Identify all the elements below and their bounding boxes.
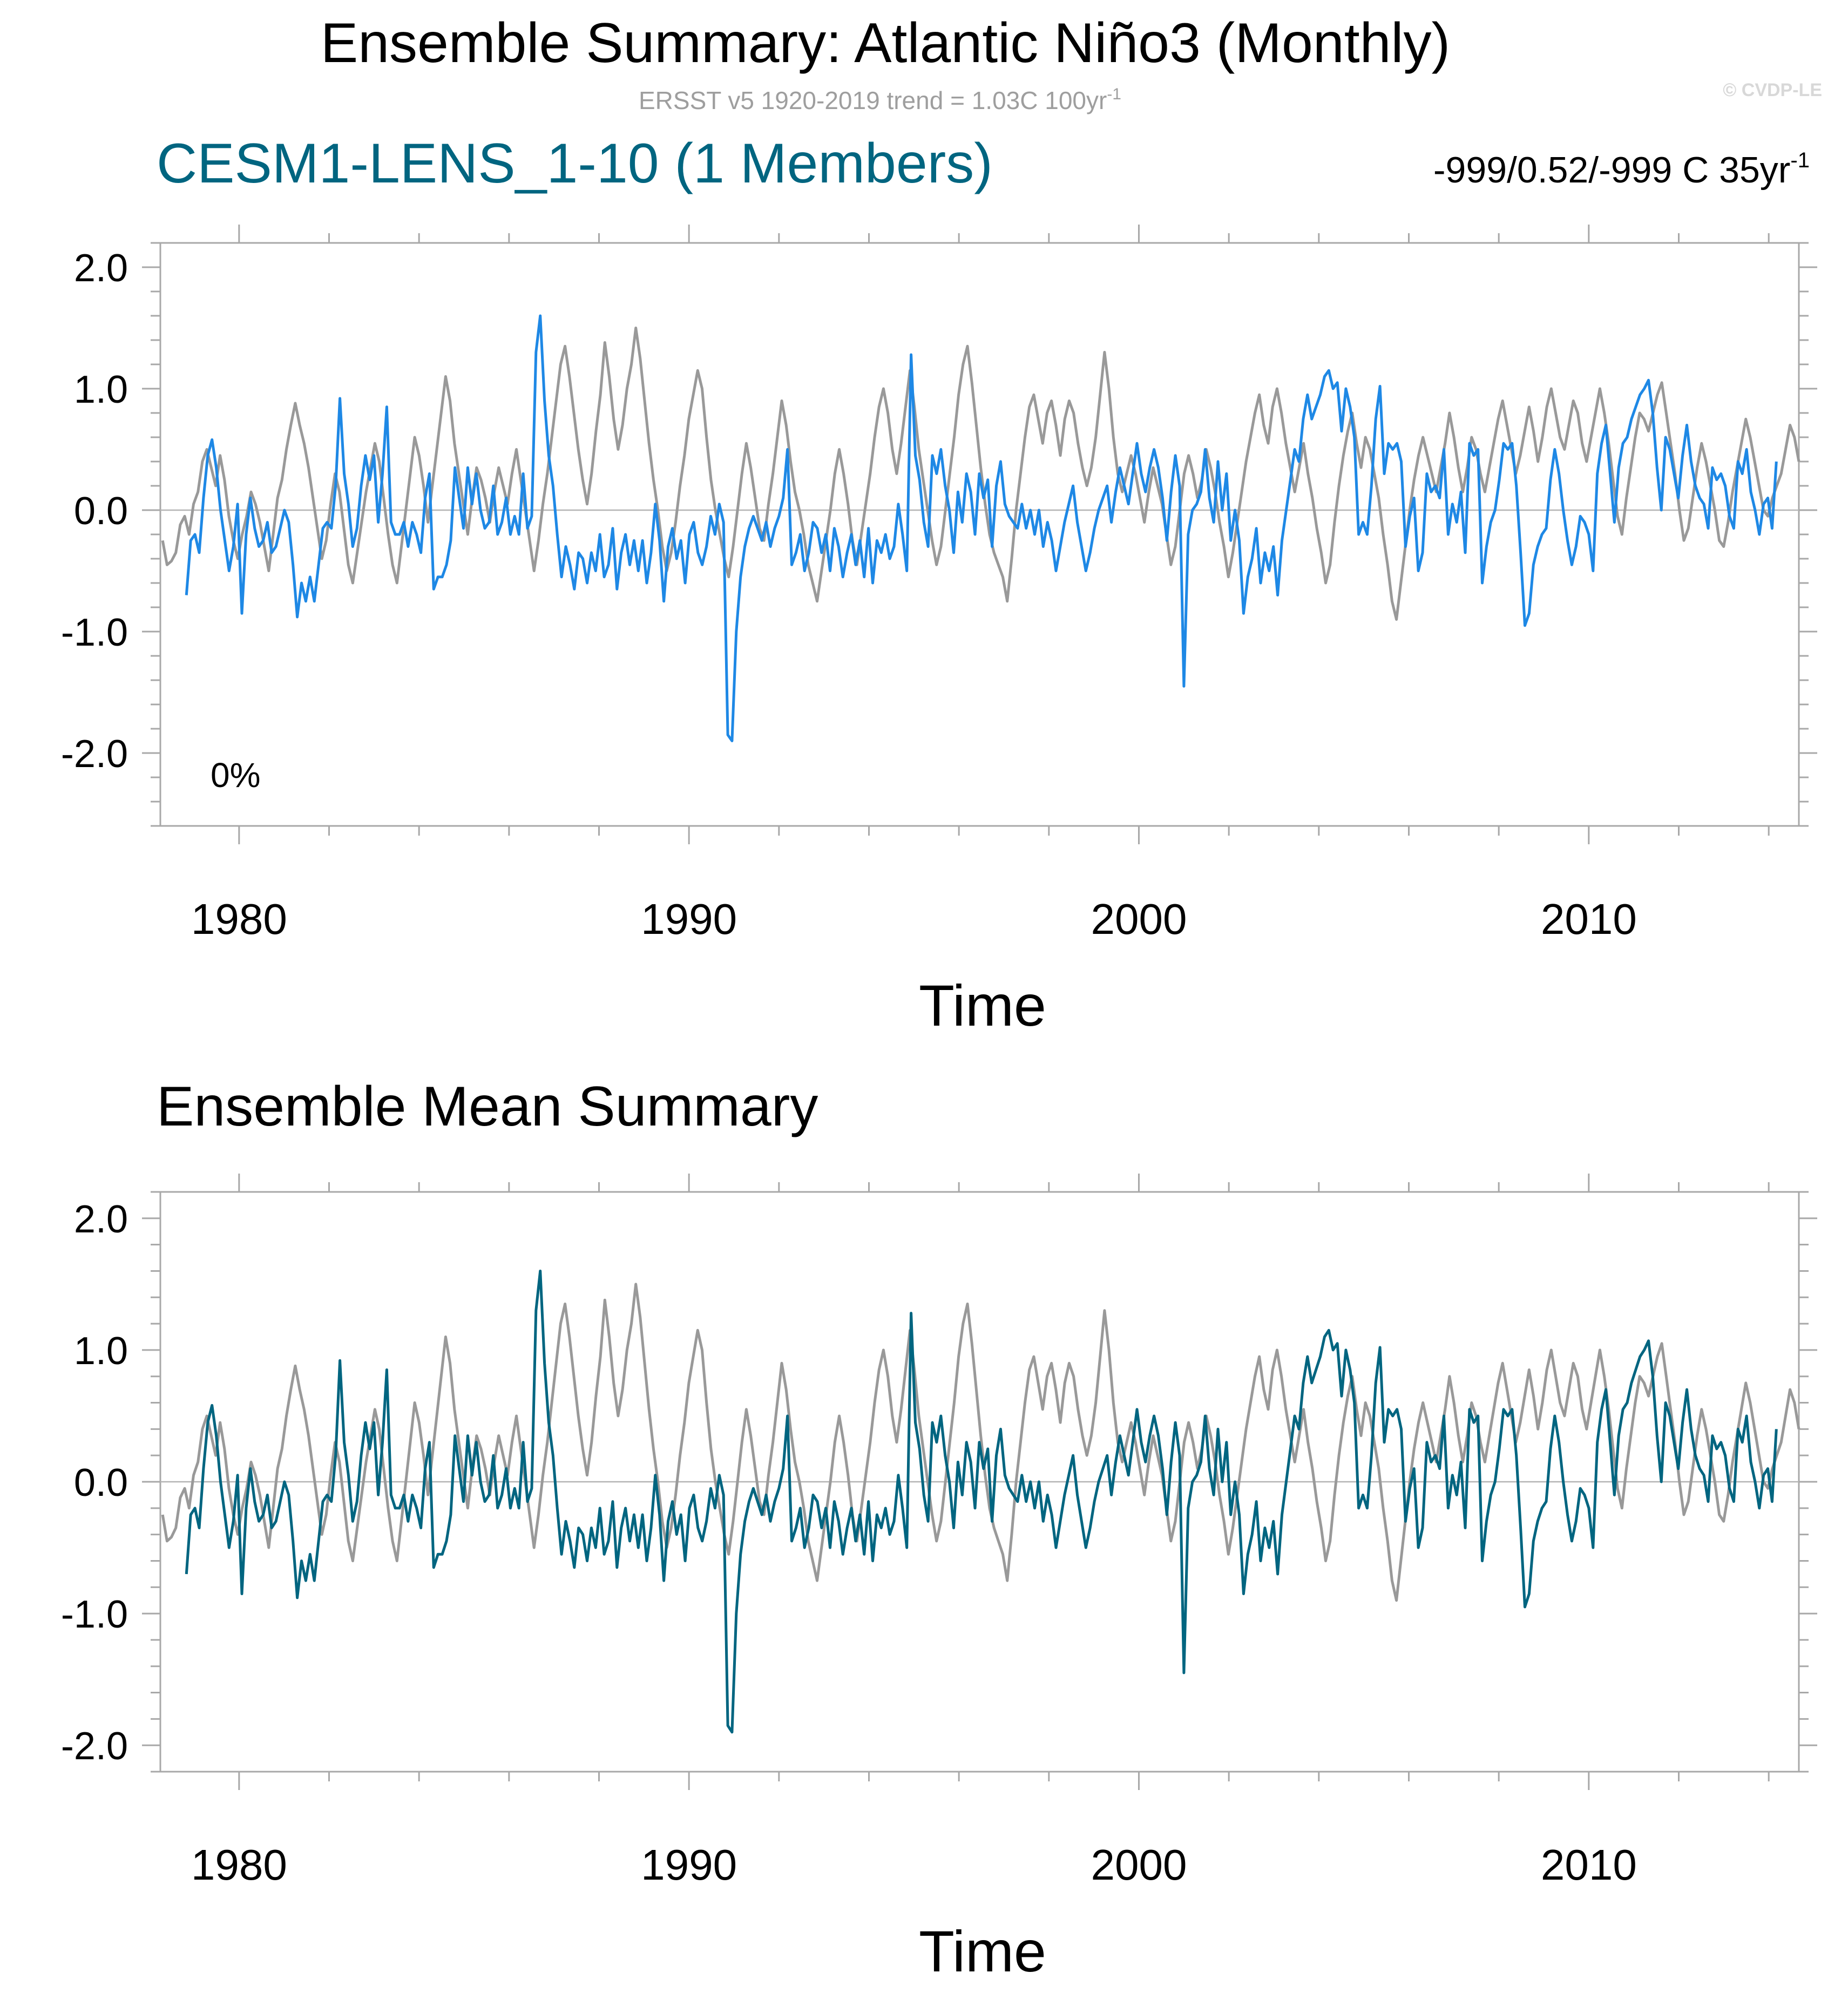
panel2-xtick-label: 1980 xyxy=(191,1841,287,1889)
panel1-ytick-label: -2.0 xyxy=(61,733,128,776)
figure-subtitle: ERSST v5 1920-2019 trend = 1.03C 100yr-1 xyxy=(639,85,1121,114)
panel1-xtick-label: 1980 xyxy=(191,895,287,943)
panel2-xtick-label: 1990 xyxy=(641,1841,737,1889)
panel1-ytick-label: -1.0 xyxy=(61,611,128,654)
panel1-ytick-label: 2.0 xyxy=(74,247,128,290)
panel1-right-title: -999/0.52/-999 C 35yr-1 xyxy=(1433,148,1810,191)
panel2-xtick-label: 2000 xyxy=(1091,1841,1187,1889)
panel2-ytick-label: 2.0 xyxy=(74,1198,128,1241)
subtitle-text: ERSST v5 1920-2019 trend = 1.03C 100yr xyxy=(639,86,1107,114)
panel1-inset-percent: 0% xyxy=(211,756,261,795)
panel1-plot: 2.0 1.0 0.0 -1.0 -2.0 1980 1990 2000 2010 xyxy=(61,225,1817,943)
panel1-ytick-label: 0.0 xyxy=(74,490,128,533)
watermark: © CVDP-LE xyxy=(1723,80,1822,100)
panel1-xtick-label: 2000 xyxy=(1091,895,1187,943)
panel1-observed-series-line xyxy=(161,327,1800,621)
panel1-xtick-label: 1990 xyxy=(641,895,737,943)
panel1-xlabel: Time xyxy=(919,973,1046,1038)
panel2-ytick-label: -1.0 xyxy=(61,1593,128,1636)
figure-title: Ensemble Summary: Atlantic Niño3 (Monthl… xyxy=(321,12,1450,74)
panel2-plot: 2.0 1.0 0.0 -1.0 -2.0 1980 1990 2000 2010 xyxy=(61,1174,1817,1889)
panel2-xlabel: Time xyxy=(919,1919,1046,1984)
right-title-text: -999/0.52/-999 C 35yr xyxy=(1433,150,1791,191)
panel1-left-title: CESM1-LENS_1-10 (1 Members) xyxy=(157,132,993,195)
panel2-ytick-label: -2.0 xyxy=(61,1725,128,1768)
right-title-superscript: -1 xyxy=(1790,148,1810,172)
panel2-ytick-label: 1.0 xyxy=(74,1330,128,1373)
panel2-xtick-label: 2010 xyxy=(1541,1841,1637,1889)
panel1-model-series-line xyxy=(185,314,1778,742)
panel1-ytick-label: 1.0 xyxy=(74,368,128,411)
panel2-observed-series-line xyxy=(161,1283,1800,1602)
panel1-xtick-label: 2010 xyxy=(1541,895,1637,943)
panel2-left-title: Ensemble Mean Summary xyxy=(157,1075,818,1138)
subtitle-superscript: -1 xyxy=(1107,85,1121,103)
panel2-model-series-line xyxy=(185,1270,1778,1734)
panel2-ytick-label: 0.0 xyxy=(74,1461,128,1504)
